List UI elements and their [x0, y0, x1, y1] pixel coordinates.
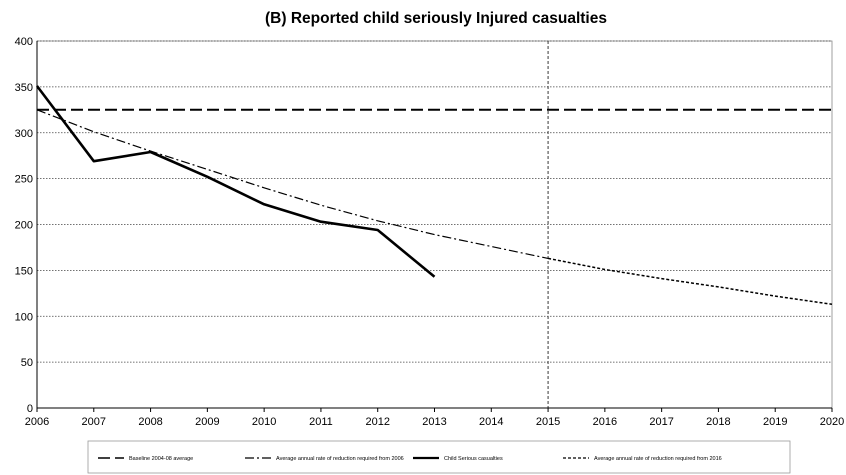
y-tick-label: 150: [15, 265, 33, 277]
y-tick-label: 50: [21, 357, 33, 369]
series-line-4: [547, 257, 833, 306]
x-tick-label: 2020: [820, 416, 844, 428]
legend: Baseline 2004-08 average Average annual r…: [87, 440, 791, 474]
x-tick-label: 2016: [593, 416, 617, 428]
x-tick-label: 2017: [649, 416, 673, 428]
axes: 0 50 100 150 200 250 300 350 400 2006 2007 2008 2009…: [15, 36, 845, 428]
y-tick-label: 200: [15, 220, 33, 232]
legend-label-4: Average annual rate of reduction require…: [594, 456, 722, 462]
grid: [36, 40, 833, 409]
series-line-2: [36, 109, 549, 259]
x-tick-label: 2006: [25, 416, 49, 428]
legend-label-3: Child Serious casualties: [444, 456, 503, 462]
x-tick-label: 2011: [309, 416, 333, 428]
series-lines: [35, 85, 833, 306]
series-line-3: [35, 85, 436, 278]
chart-title: (B) Reported child seriously Injured cas…: [265, 10, 607, 27]
y-tick-label: 0: [27, 403, 33, 415]
legend-label-2: Average annual rate of reduction require…: [276, 456, 404, 462]
y-tick-label: 400: [15, 36, 33, 48]
x-tick-label: 2019: [763, 416, 787, 428]
x-tick-label: 2018: [706, 416, 730, 428]
x-tick-label: 2013: [422, 416, 446, 428]
x-tick-label: 2010: [252, 416, 276, 428]
y-tick-label: 100: [15, 311, 33, 323]
y-tick-label: 350: [15, 82, 33, 94]
y-tick-label: 250: [15, 174, 33, 186]
y-tick-label: 300: [15, 128, 33, 140]
x-tick-label: 2015: [536, 416, 560, 428]
x-tick-label: 2012: [365, 416, 389, 428]
legend-label-1: Baseline 2004-08 average: [129, 456, 193, 462]
x-tick-label: 2007: [82, 416, 106, 428]
x-tick-label: 2009: [195, 416, 219, 428]
x-tick-label: 2008: [138, 416, 162, 428]
x-tick-label: 2014: [479, 416, 503, 428]
